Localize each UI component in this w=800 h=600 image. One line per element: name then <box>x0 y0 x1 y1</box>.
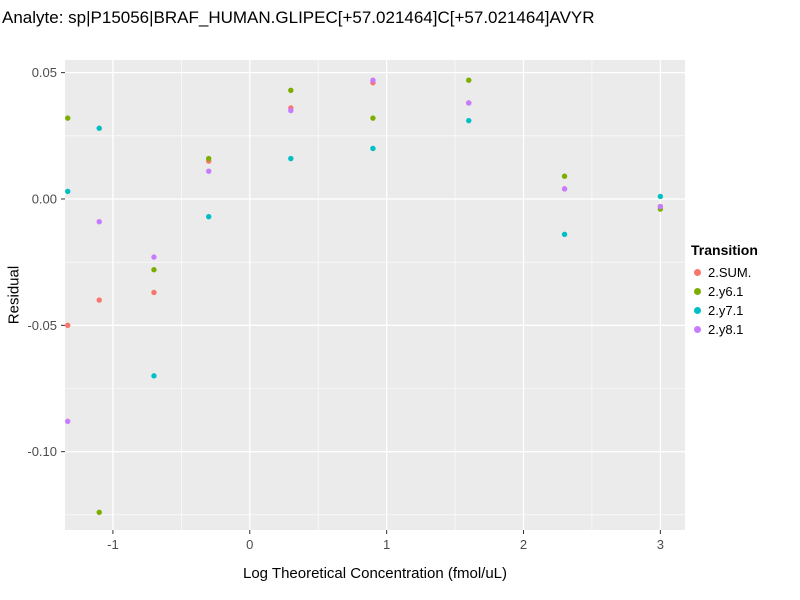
data-point <box>96 297 102 303</box>
data-point <box>561 173 568 179</box>
data-point <box>65 418 71 425</box>
legend: Transition 2.SUM. 2.y6.1 2.y7.1 2.y8.1 <box>691 242 797 339</box>
data-point <box>466 100 472 106</box>
points-layer <box>65 77 664 516</box>
legend-item: 2.y7.1 <box>691 301 797 320</box>
data-point <box>561 231 568 238</box>
data-point <box>370 77 376 83</box>
data-point <box>370 115 376 121</box>
y-tick-label: 0.05 <box>32 65 57 80</box>
data-point <box>370 145 376 152</box>
legend-item: 2.SUM. <box>691 263 797 282</box>
y-tick-label: 0.00 <box>32 191 57 206</box>
data-point <box>206 168 212 174</box>
data-point <box>466 117 472 124</box>
data-point <box>657 203 664 210</box>
data-point <box>206 155 212 162</box>
data-point <box>288 107 294 114</box>
legend-item-label: 2.y6.1 <box>708 284 744 299</box>
x-tick-label: 2 <box>520 537 527 552</box>
legend-item: 2.y6.1 <box>691 282 797 301</box>
legend-item: 2.y8.1 <box>691 320 797 339</box>
y-axis-label: Residual <box>5 265 23 325</box>
legend-item-label: 2.y8.1 <box>708 322 744 337</box>
legend-item-label: 2.SUM. <box>708 265 752 280</box>
x-tick-label: 3 <box>657 537 664 552</box>
data-point <box>151 254 157 260</box>
legend-key-dot <box>694 288 701 295</box>
x-tick-label: -1 <box>107 537 119 552</box>
data-point <box>206 213 212 220</box>
data-point <box>151 267 157 273</box>
data-point <box>96 125 102 131</box>
data-point <box>288 87 294 94</box>
legend-key-dot <box>694 326 701 333</box>
y-tick-label: -0.05 <box>27 318 57 333</box>
legend-key-dot <box>694 269 701 276</box>
data-point <box>288 155 294 162</box>
data-point <box>65 322 71 329</box>
data-point <box>65 115 71 121</box>
data-point <box>65 188 71 195</box>
legend-items: 2.SUM. 2.y6.1 2.y7.1 2.y8.1 <box>691 263 797 339</box>
x-tick-label: 0 <box>246 537 253 552</box>
data-point <box>151 289 157 296</box>
legend-key-dot <box>694 307 701 314</box>
legend-item-label: 2.y7.1 <box>708 303 744 318</box>
data-point <box>151 373 157 379</box>
x-axis-label: Log Theoretical Concentration (fmol/uL) <box>242 565 508 582</box>
data-point <box>96 509 102 516</box>
data-point <box>466 77 472 83</box>
legend-title: Transition <box>691 242 758 258</box>
data-point <box>96 219 102 225</box>
data-point <box>561 186 568 192</box>
x-tick-label: 1 <box>383 537 390 552</box>
data-point <box>657 193 664 200</box>
y-tick-label: -0.10 <box>27 444 57 459</box>
chart-title: Analyte: sp|P15056|BRAF_HUMAN.GLIPEC[+57… <box>2 8 595 27</box>
